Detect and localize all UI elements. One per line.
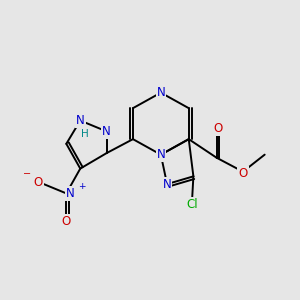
- Text: N: N: [102, 125, 111, 138]
- Text: −: −: [23, 169, 31, 179]
- Text: H: H: [81, 129, 89, 139]
- Text: O: O: [214, 122, 223, 135]
- Text: N: N: [66, 187, 74, 200]
- Text: O: O: [34, 176, 43, 189]
- Text: N: N: [157, 148, 165, 161]
- Text: O: O: [62, 215, 71, 228]
- Text: Cl: Cl: [186, 198, 198, 211]
- Text: O: O: [238, 167, 247, 180]
- Text: N: N: [76, 114, 85, 127]
- Text: +: +: [78, 182, 85, 191]
- Text: N: N: [163, 178, 171, 190]
- Text: N: N: [157, 86, 165, 99]
